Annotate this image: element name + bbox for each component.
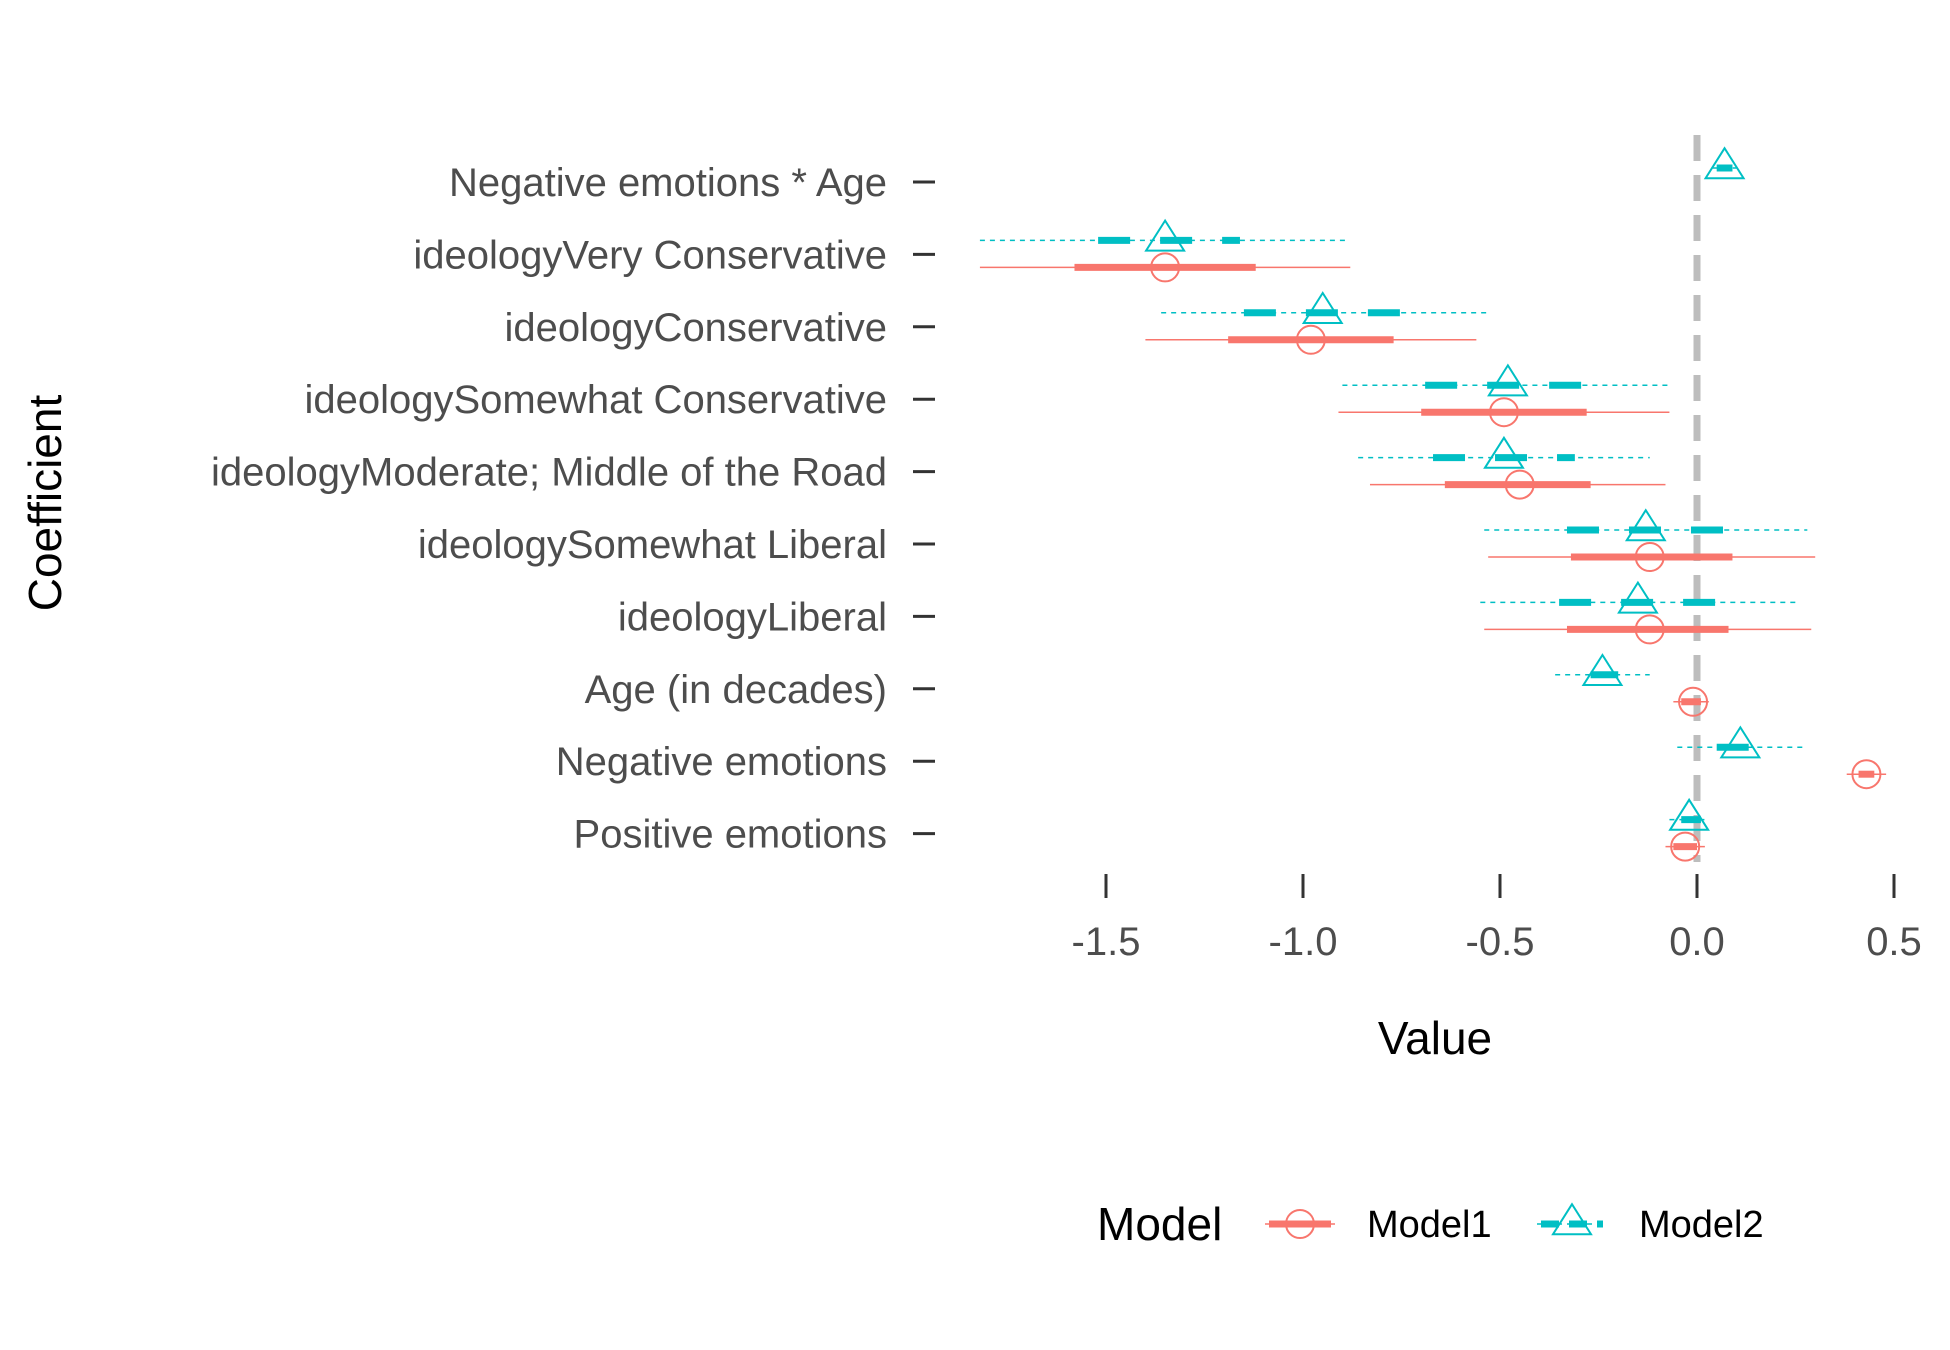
x-axis: -1.5 -1.0 -0.5 0.0 0.5 xyxy=(1072,874,1922,964)
point-model1-ideologyliberal xyxy=(1634,614,1665,645)
legend-circle-marker xyxy=(1285,1209,1315,1239)
point-model1-ideologyvery-conservative xyxy=(1150,252,1181,283)
y-tick-label-ideologyconservative: ideologyConservative xyxy=(505,306,887,350)
point-model1-ideologyconservative xyxy=(1295,324,1326,355)
y-axis-title: Coefficient xyxy=(19,395,71,612)
point-model1-ideologysomewhat-conservative xyxy=(1488,397,1519,428)
point-model2-negative-emotions xyxy=(1719,725,1762,759)
point-model1-positive-emotions xyxy=(1670,831,1701,862)
point-model2-negative-emotions-age xyxy=(1703,146,1746,180)
point-model1-ideologymoderate-middle-of-the-road xyxy=(1504,469,1535,500)
y-tick-label-age-in-decades: Age (in decades) xyxy=(585,668,887,712)
series-model1 xyxy=(979,252,1887,862)
point-model1-age-in-decades xyxy=(1678,686,1709,717)
series-model2 xyxy=(979,146,1808,831)
legend-key-model1 xyxy=(1265,1209,1335,1239)
x-tick-label: -1.0 xyxy=(1269,920,1338,964)
legend-label-model1: Model1 xyxy=(1367,1204,1492,1246)
y-tick-label-ideologyliberal: ideologyLiberal xyxy=(618,595,887,639)
point-model2-ideologysomewhat-conservative xyxy=(1487,363,1529,397)
x-tick-label: -0.5 xyxy=(1466,920,1535,964)
y-tick-label-ideologymoderate-middle-of-the-road: ideologyModerate; Middle of the Road xyxy=(211,451,887,495)
x-tick-label: 0.5 xyxy=(1866,920,1922,964)
legend-key-model2 xyxy=(1537,1202,1607,1236)
legend-triangle-marker xyxy=(1551,1202,1593,1236)
y-tick-label-ideologysomewhat-conservative: ideologySomewhat Conservative xyxy=(304,378,887,422)
y-axis: Positive emotions Negative emotions Age (i… xyxy=(211,161,935,857)
legend: Model Model1 Model2 xyxy=(1097,1198,1764,1250)
point-model2-ideologyliberal xyxy=(1617,580,1659,614)
point-model2-ideologyvery-conservative xyxy=(1144,218,1186,252)
legend-title: Model xyxy=(1097,1198,1222,1250)
y-tick-label-negative-emotions: Negative emotions xyxy=(556,740,887,784)
y-tick-label-positive-emotions: Positive emotions xyxy=(574,813,887,857)
point-model2-positive-emotions xyxy=(1668,797,1710,831)
x-axis-title: Value xyxy=(1378,1012,1492,1064)
x-tick-label: 0.0 xyxy=(1669,920,1725,964)
point-model1-ideologysomewhat-liberal xyxy=(1634,542,1665,572)
legend-label-model2: Model2 xyxy=(1639,1204,1764,1246)
y-tick-label-ideologyvery-conservative: ideologyVery Conservative xyxy=(413,233,887,277)
point-model2-ideologymoderate-middle-of-the-road xyxy=(1483,435,1525,469)
plot-area xyxy=(979,146,1887,862)
y-tick-label-ideologysomewhat-liberal: ideologySomewhat Liberal xyxy=(418,523,887,567)
y-tick-label-negative-emotions-age: Negative emotions * Age xyxy=(449,161,887,205)
x-tick-label: -1.5 xyxy=(1072,920,1141,964)
point-model2-ideologysomewhat-liberal xyxy=(1624,508,1667,542)
point-model2-ideologyconservative xyxy=(1301,291,1344,324)
point-model2-age-in-decades xyxy=(1581,653,1624,686)
point-model1-negative-emotions xyxy=(1851,759,1882,790)
